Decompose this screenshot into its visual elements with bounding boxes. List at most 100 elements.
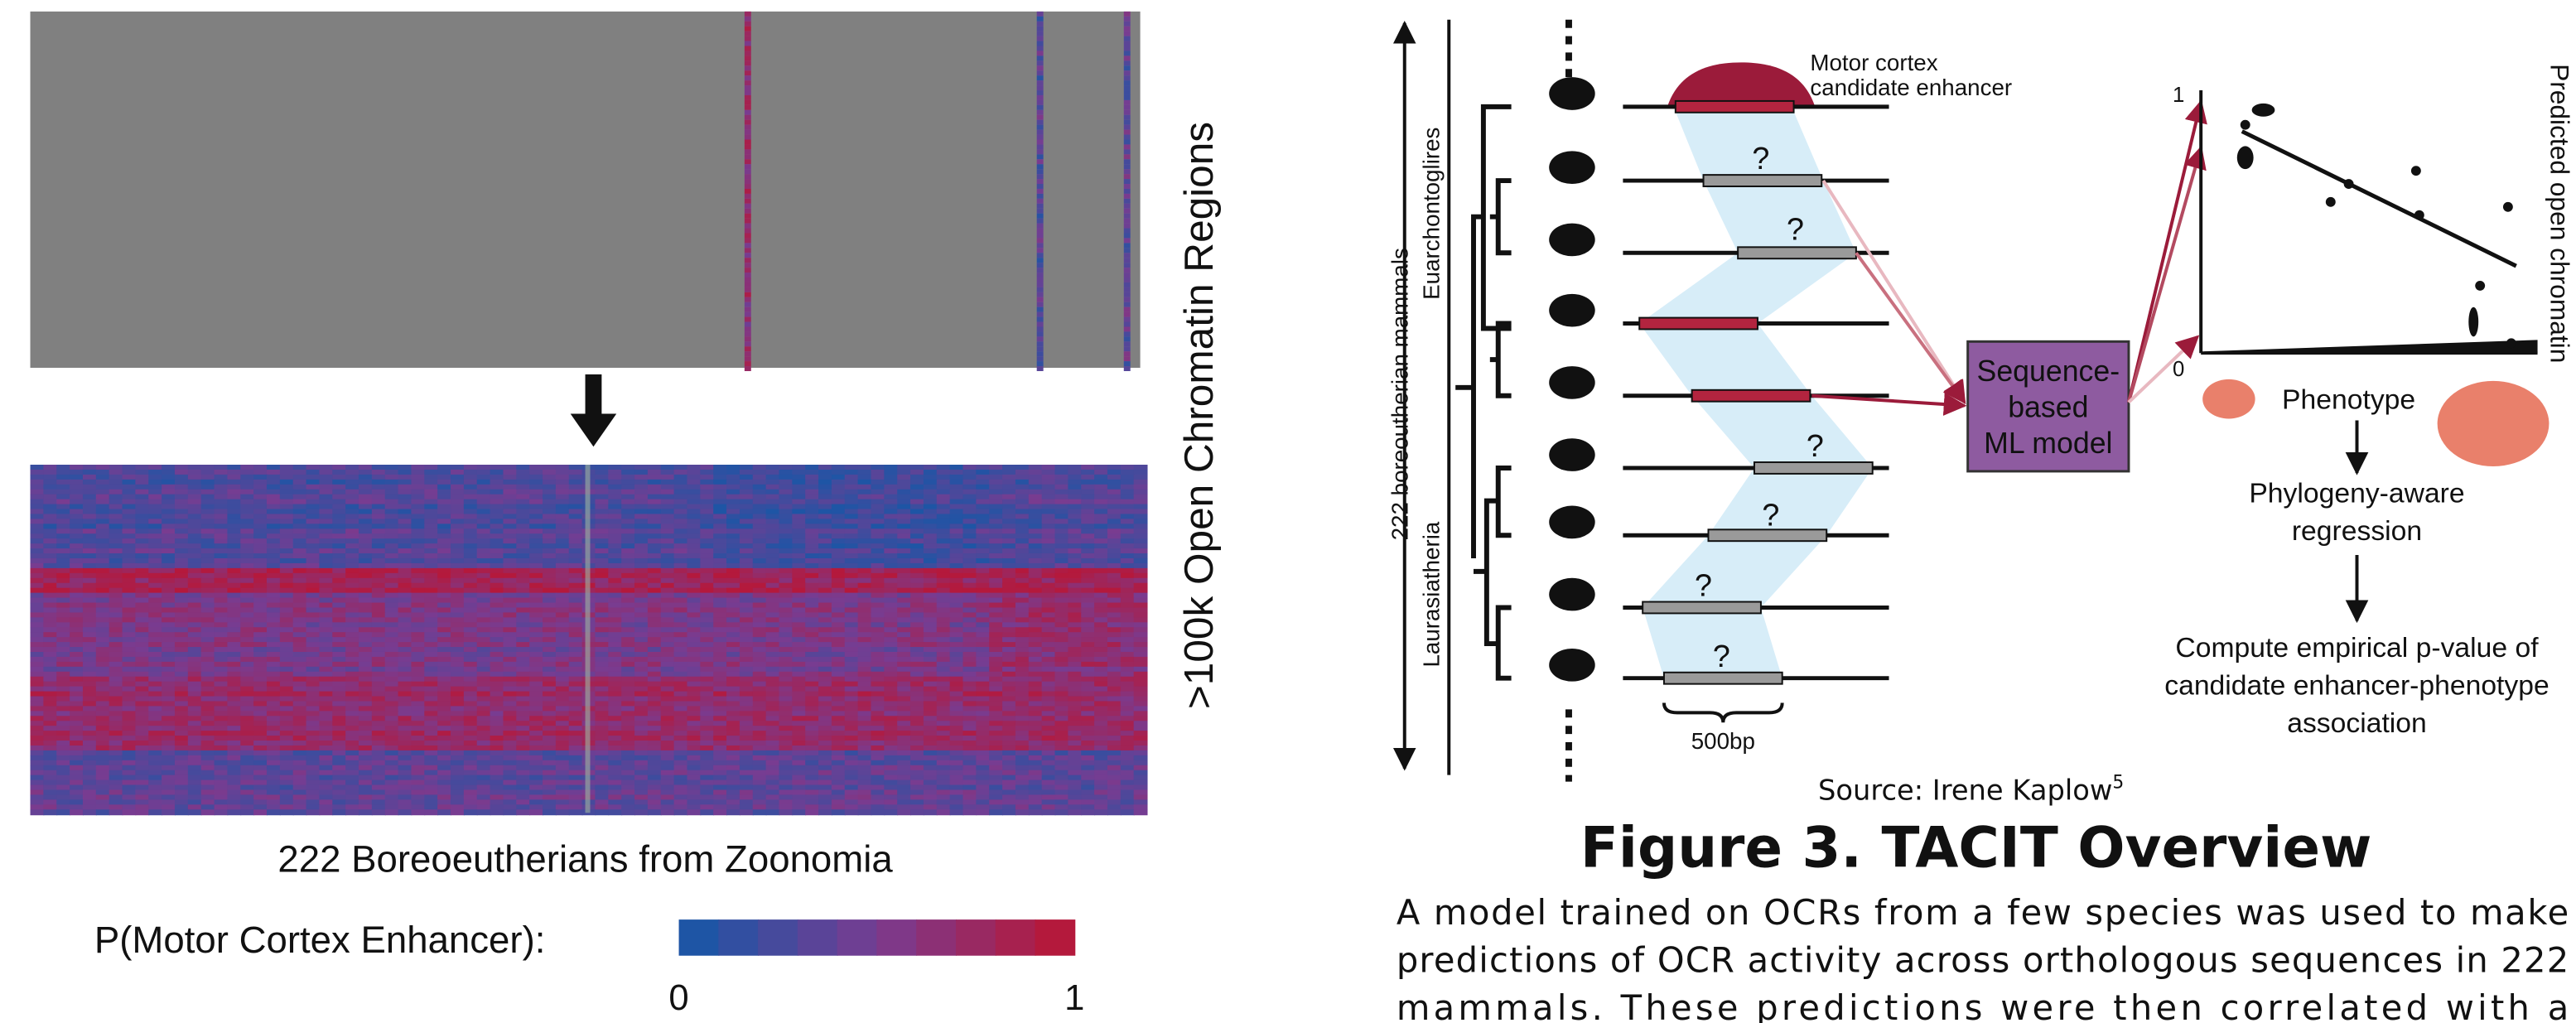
heat-cell <box>556 588 570 594</box>
heat-cell <box>621 637 635 643</box>
heat-cell <box>1107 563 1122 569</box>
heat-stripe <box>1037 60 1044 65</box>
heat-cell <box>569 485 583 490</box>
heat-stripe <box>1124 224 1131 229</box>
heat-cell <box>1068 672 1082 678</box>
heat-cell <box>1134 622 1148 628</box>
heat-cell <box>240 721 254 726</box>
heat-cell <box>227 583 241 589</box>
heat-cell <box>293 622 307 628</box>
heat-cell <box>832 711 846 717</box>
heat-cell <box>897 524 911 529</box>
heat-cell <box>332 622 346 628</box>
heat-cell <box>700 465 714 470</box>
heat-cell <box>818 593 832 599</box>
heat-cell <box>56 657 70 663</box>
heat-cell <box>779 657 793 663</box>
heat-cell <box>411 607 425 613</box>
heat-cell <box>976 711 990 717</box>
heat-cell <box>897 533 911 539</box>
heat-stripe <box>745 100 751 105</box>
heat-cell <box>1015 701 1030 707</box>
heat-cell <box>437 701 451 707</box>
heat-cell <box>359 716 373 721</box>
heat-cell <box>1107 480 1122 485</box>
heat-cell <box>910 736 924 741</box>
heat-cell <box>424 548 438 554</box>
heat-stripe <box>1037 219 1044 224</box>
heat-cell <box>910 667 924 673</box>
heat-cell <box>1002 528 1016 534</box>
heat-cell <box>569 519 583 524</box>
heat-cell <box>687 470 701 475</box>
heat-cell <box>490 480 504 485</box>
heat-cell <box>884 524 898 529</box>
heat-cell <box>411 583 425 589</box>
heat-cell <box>293 672 307 678</box>
heat-cell <box>70 543 84 549</box>
heat-cell <box>96 548 110 554</box>
heat-cell <box>437 687 451 692</box>
heat-cell <box>359 583 373 589</box>
heat-cell <box>1029 632 1043 638</box>
heat-cell <box>805 548 819 554</box>
heat-cell <box>1015 637 1030 643</box>
heat-cell <box>740 627 754 633</box>
heat-cell <box>1121 617 1135 623</box>
heat-cell <box>1094 657 1108 663</box>
heat-cell <box>634 647 649 653</box>
heat-cell <box>503 524 517 529</box>
heat-cell <box>31 627 45 633</box>
heat-cell <box>293 593 307 599</box>
heat-cell <box>608 558 622 564</box>
heat-cell <box>135 485 149 490</box>
heat-cell <box>267 617 281 623</box>
heat-cell <box>516 726 530 731</box>
heat-cell <box>608 519 622 524</box>
heat-cell <box>687 632 701 638</box>
heat-cell <box>818 514 832 519</box>
heat-cell <box>962 538 977 544</box>
heat-cell <box>1068 553 1082 559</box>
heat-cell <box>503 558 517 564</box>
heat-cell <box>175 741 189 746</box>
heat-cell <box>516 524 530 529</box>
heat-cell <box>411 548 425 554</box>
heat-stripe <box>745 80 751 85</box>
heat-cell <box>1015 548 1030 554</box>
heat-cell <box>858 504 872 510</box>
heat-cell <box>608 726 622 731</box>
heat-cell <box>845 642 859 648</box>
heat-cell <box>766 598 780 604</box>
heat-cell <box>359 528 373 534</box>
heat-cell <box>109 687 123 692</box>
heat-cell <box>385 711 399 717</box>
heat-cell <box>43 548 57 554</box>
heat-cell <box>123 701 137 707</box>
heat-cell <box>372 588 386 594</box>
heat-cell <box>700 533 714 539</box>
heat-cell <box>490 612 504 618</box>
heat-cell <box>1042 548 1056 554</box>
heat-cell <box>70 731 84 736</box>
heat-cell <box>345 485 359 490</box>
heat-cell <box>845 701 859 707</box>
heat-stripe <box>745 159 751 164</box>
heat-cell <box>1081 607 1095 613</box>
heat-cell <box>411 736 425 741</box>
heat-cell <box>1094 617 1108 623</box>
heat-cell <box>832 490 846 495</box>
heat-cell <box>332 538 346 544</box>
heat-cell <box>529 558 543 564</box>
heat-cell <box>726 632 740 638</box>
heat-cell <box>950 682 964 688</box>
heat-cell <box>503 667 517 673</box>
heat-cell <box>83 677 97 683</box>
heat-cell <box>1094 687 1108 692</box>
heat-cell <box>1042 721 1056 726</box>
heat-cell <box>175 509 189 515</box>
heat-cell <box>569 642 583 648</box>
heat-cell <box>962 607 977 613</box>
heat-cell <box>779 499 793 505</box>
heat-cell <box>1134 485 1148 490</box>
